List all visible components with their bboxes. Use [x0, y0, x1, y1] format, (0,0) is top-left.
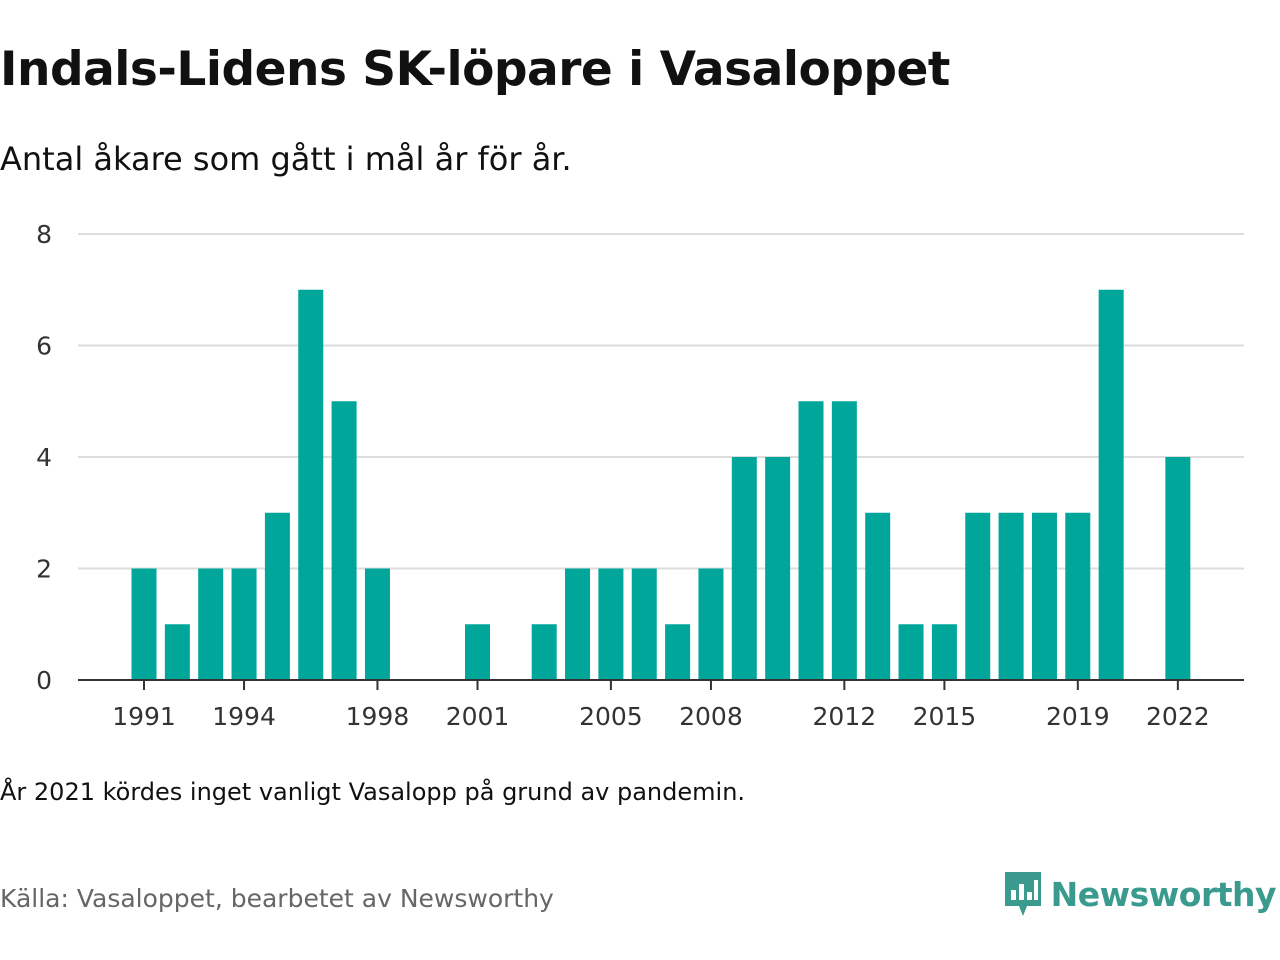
- chart-title: Indals-Lidens SK-löpare i Vasaloppet: [0, 42, 950, 97]
- x-tick-label: 2022: [1146, 702, 1210, 731]
- bar-chart: 0 2 4 6 8 1991 1994 1998 2001 2005 2008 2012 2015 201…: [36, 220, 1244, 731]
- bar: [998, 512, 1024, 680]
- y-tick-label: 2: [36, 555, 52, 584]
- bar: [698, 568, 724, 680]
- bar: [665, 624, 691, 680]
- x-tick-label: 2019: [1046, 702, 1110, 731]
- bar: [164, 624, 190, 680]
- bar: [798, 401, 824, 680]
- x-tick-label: 1998: [346, 702, 410, 731]
- bar: [565, 568, 591, 680]
- bar: [364, 568, 390, 680]
- bar: [331, 401, 357, 680]
- bar: [1098, 289, 1124, 680]
- bar: [965, 512, 991, 680]
- chart-subtitle: Antal åkare som gått i mål år för år.: [0, 140, 572, 178]
- bar: [898, 624, 924, 680]
- x-tick-label: 1994: [212, 702, 276, 731]
- x-tick-label: 2005: [579, 702, 643, 731]
- x-tick-label: 1991: [112, 702, 176, 731]
- bar: [231, 568, 257, 680]
- y-tick-label: 4: [36, 443, 52, 472]
- bar: [865, 512, 891, 680]
- brand-name: Newsworthy: [1050, 874, 1277, 914]
- chart-note: År 2021 kördes inget vanligt Vasalopp på…: [0, 778, 746, 806]
- y-tick-label: 8: [36, 220, 52, 249]
- bar: [765, 457, 791, 680]
- newsworthy-logo-icon: [1004, 872, 1041, 916]
- bar: [131, 568, 157, 680]
- bar: [198, 568, 224, 680]
- bar: [1165, 457, 1191, 680]
- bar: [298, 289, 324, 680]
- brand-logo: Newsworthy: [1003, 870, 1277, 918]
- bar: [264, 512, 290, 680]
- bar: [931, 624, 957, 680]
- x-tick-label: 2008: [679, 702, 743, 731]
- bar: [598, 568, 624, 680]
- bar: [531, 624, 557, 680]
- bar: [1031, 512, 1057, 680]
- source-credit: Källa: Vasaloppet, bearbetet av Newswort…: [0, 884, 554, 913]
- x-tick-label: 2012: [813, 702, 877, 731]
- bar: [631, 568, 657, 680]
- x-tick-label: 2001: [446, 702, 510, 731]
- bar: [1065, 512, 1091, 680]
- x-tick-label: 2015: [913, 702, 977, 731]
- y-tick-label: 6: [36, 332, 52, 361]
- bar: [731, 457, 757, 680]
- y-tick-label: 0: [36, 666, 52, 695]
- bar: [831, 401, 857, 680]
- bar: [465, 624, 490, 680]
